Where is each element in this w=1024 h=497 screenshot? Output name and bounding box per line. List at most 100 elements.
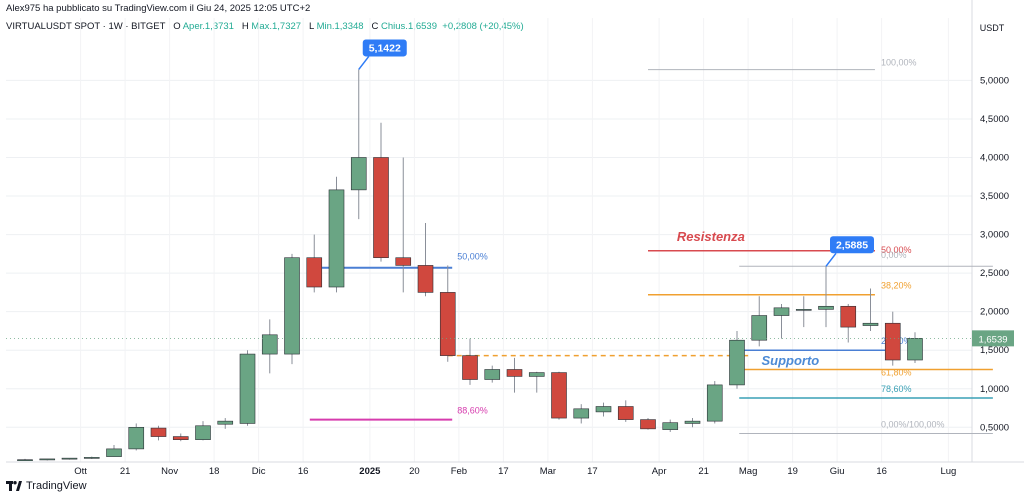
candle-body-up — [239, 353, 256, 424]
local-high-callout-text: 2,5885 — [836, 239, 868, 251]
x-tick-label: Nov — [161, 466, 178, 477]
candle-body-down — [884, 322, 901, 361]
symbol-name[interactable]: VIRTUALUSDT SPOT — [6, 21, 100, 32]
candle[interactable] — [17, 458, 33, 461]
candle[interactable] — [439, 265, 456, 362]
candle[interactable] — [773, 303, 790, 339]
candle-body-down — [840, 305, 857, 328]
candle-body-down — [150, 427, 167, 437]
exchange-label: BITGET — [131, 21, 166, 32]
annotations: 50,00% 88,60% 100,00% 50,00% Resistenza 38,20… — [309, 58, 993, 434]
x-tick-label: Giu — [830, 466, 845, 477]
candle[interactable] — [306, 234, 323, 293]
candle-body-up — [573, 408, 590, 419]
tradingview-logo-text: TradingView — [26, 480, 87, 492]
candle[interactable] — [595, 402, 612, 417]
candle[interactable] — [640, 418, 656, 430]
fib-right-382-label: 38,20% — [881, 281, 912, 291]
candle-body-down — [462, 355, 478, 380]
candle-body-up — [818, 305, 834, 310]
peak-price-callout-pointer — [358, 55, 370, 70]
candle-body-down — [617, 406, 634, 420]
x-tick-label: Mag — [739, 466, 757, 477]
candle[interactable] — [417, 223, 434, 297]
fib-right-50-label: 50,00% — [881, 245, 912, 255]
x-tick-label: Dic — [252, 466, 266, 477]
low-label: L — [308, 21, 314, 32]
candle-body-up — [684, 420, 701, 424]
candle[interactable] — [751, 296, 768, 347]
candle[interactable] — [217, 418, 234, 429]
candle[interactable] — [662, 419, 679, 432]
x-tick-label: 21 — [698, 466, 709, 477]
candle[interactable] — [83, 456, 100, 459]
candle[interactable] — [172, 433, 189, 442]
y-tick-label: 1,0000 — [980, 384, 1009, 395]
candle-body-up — [284, 257, 300, 355]
resistance-label: Resistenza — [677, 229, 745, 244]
candle[interactable] — [328, 176, 345, 293]
candle-body-up — [83, 457, 100, 459]
candle[interactable] — [706, 381, 723, 424]
local-high-callout-pointer — [825, 252, 837, 267]
candle-body-up — [17, 459, 33, 461]
candle[interactable] — [284, 253, 300, 365]
peak-price-callout-text: 5,1422 — [369, 42, 401, 54]
candle[interactable] — [150, 425, 167, 441]
x-tick-label: 18 — [209, 466, 220, 477]
candle-body-down — [551, 372, 567, 419]
candle-body-down — [306, 257, 323, 288]
tradingview-branding[interactable]: TradingView — [6, 480, 87, 492]
symbol-legend: VIRTUALUSDT SPOT · 1W · BITGET O Aper.1,… — [6, 21, 524, 32]
y-tick-label: 3,0000 — [980, 230, 1009, 241]
candle[interactable] — [239, 350, 256, 426]
candle[interactable] — [862, 288, 879, 331]
peak-price-callout[interactable]: 5,1422 — [358, 39, 407, 70]
y-tick-label: 2,5000 — [980, 268, 1009, 279]
peak-price-callout-box — [362, 39, 407, 57]
candle[interactable] — [395, 157, 412, 293]
candle[interactable] — [528, 371, 545, 393]
candle[interactable] — [484, 365, 501, 383]
candle[interactable] — [818, 266, 834, 328]
tradingview-logo-icon — [6, 481, 22, 491]
candle[interactable] — [195, 421, 211, 441]
candle[interactable] — [506, 357, 523, 393]
x-tick-label: 16 — [298, 466, 309, 477]
x-tick-label: Ott — [74, 466, 87, 477]
fib-lower-618-label: 61,80% — [881, 367, 912, 377]
x-tick-label: 19 — [787, 466, 798, 477]
x-tick-label: Apr — [652, 466, 667, 477]
candle[interactable] — [39, 458, 56, 461]
y-tick-label: 1,5000 — [980, 345, 1009, 356]
candle[interactable] — [551, 371, 567, 420]
high-value: Max.1,7327 — [251, 21, 302, 32]
candle[interactable] — [350, 69, 367, 220]
candle[interactable] — [617, 400, 634, 422]
high-label: H — [241, 21, 249, 32]
candle[interactable] — [106, 445, 122, 457]
candle[interactable] — [128, 423, 145, 451]
local-high-callout[interactable]: 2,5885 — [825, 236, 874, 267]
x-tick-label: 17 — [498, 466, 509, 477]
candle[interactable] — [840, 303, 857, 343]
candle[interactable] — [462, 338, 478, 385]
candle[interactable] — [373, 122, 389, 262]
candle-body-down — [417, 265, 434, 293]
candle[interactable] — [261, 319, 278, 374]
interval-label[interactable]: 1W — [108, 21, 123, 32]
y-tick-label: 4,5000 — [980, 114, 1009, 125]
candle[interactable] — [573, 404, 590, 424]
support-label: Supporto — [761, 353, 819, 368]
candle[interactable] — [884, 311, 901, 366]
candle[interactable] — [61, 457, 78, 460]
candle[interactable] — [684, 418, 701, 428]
candle-body-up — [484, 369, 501, 380]
currency-label: USDT — [980, 23, 1005, 33]
candle-body-up — [773, 307, 790, 316]
candles — [17, 69, 923, 461]
candle[interactable] — [729, 330, 745, 389]
candle[interactable] — [795, 296, 812, 328]
candle-body-up — [328, 189, 345, 288]
